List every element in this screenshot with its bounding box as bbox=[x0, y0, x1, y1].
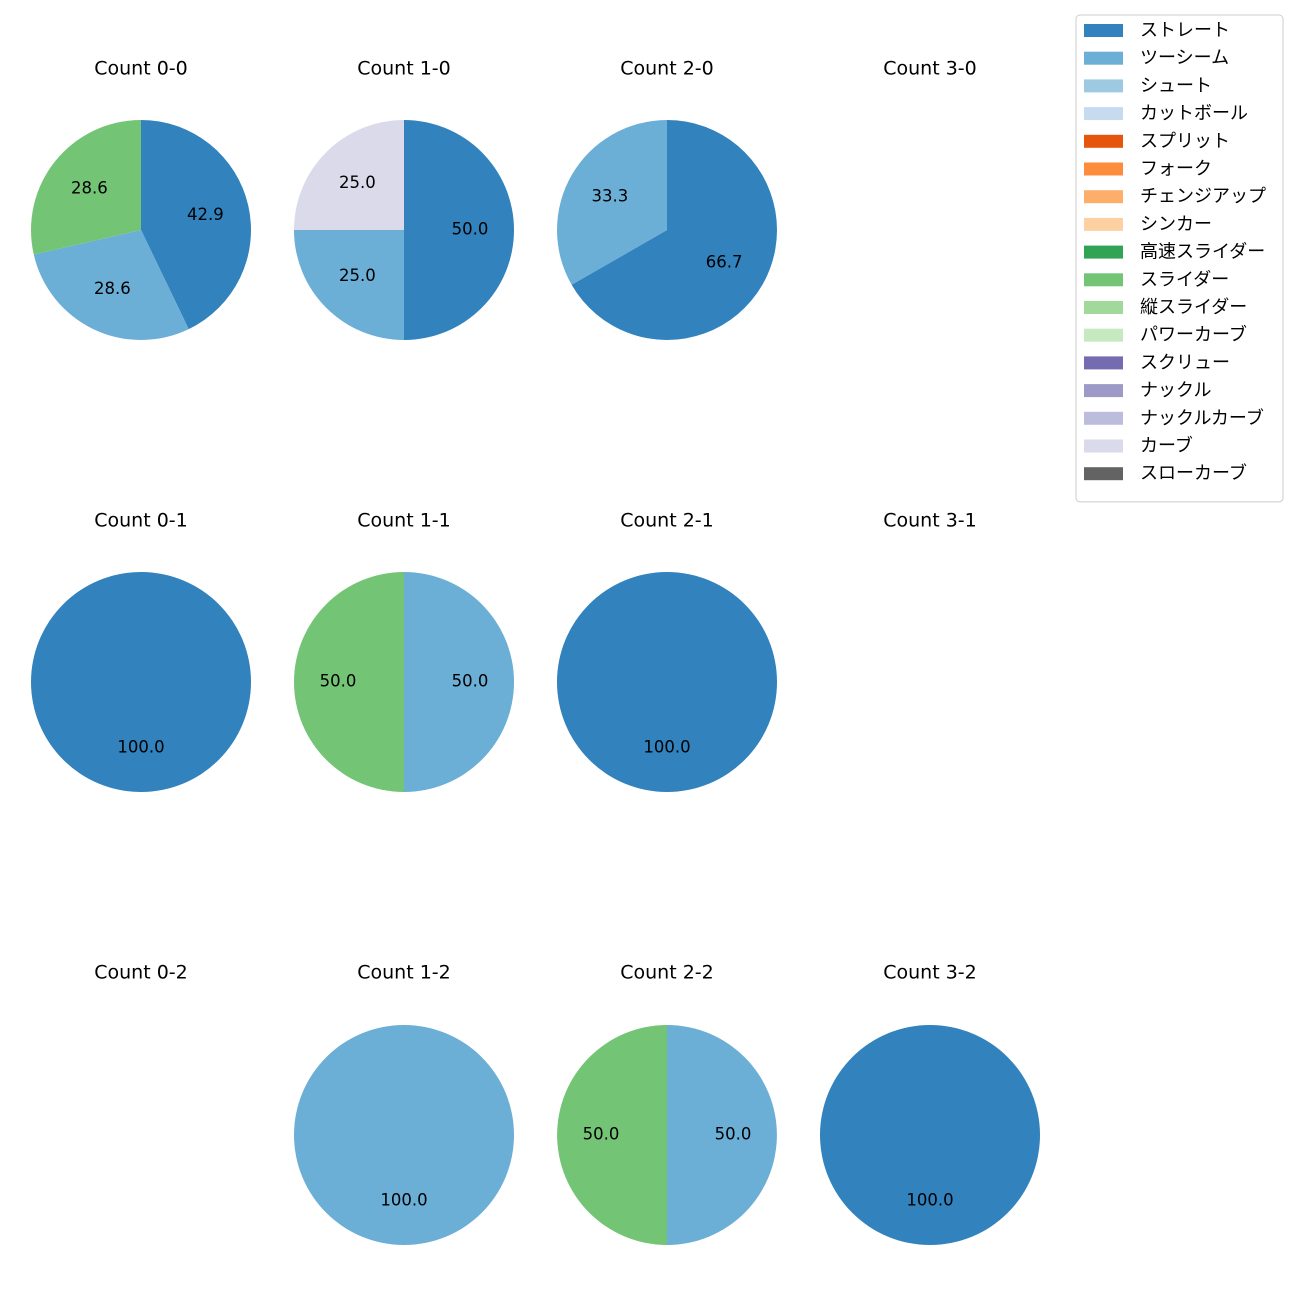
pie-slice bbox=[31, 572, 251, 792]
legend-label: ツーシーム bbox=[1140, 48, 1229, 69]
legend-swatch bbox=[1084, 467, 1123, 481]
pie-slice bbox=[667, 1025, 777, 1245]
pie-slice bbox=[404, 572, 514, 792]
legend-label: スローカーブ bbox=[1140, 462, 1247, 484]
slice-label: 42.9 bbox=[187, 205, 224, 224]
pie-slice bbox=[571, 120, 777, 340]
legend-label: ナックルカーブ bbox=[1140, 407, 1264, 429]
pie-slice bbox=[30, 120, 142, 255]
slice-label: 28.6 bbox=[71, 178, 108, 197]
legend-label: シンカー bbox=[1140, 214, 1212, 235]
legend-swatch bbox=[1084, 411, 1123, 425]
pie-title: Count 1-0 bbox=[357, 58, 451, 80]
legend-label: ストレート bbox=[1140, 20, 1230, 41]
pie-slice bbox=[556, 120, 667, 285]
legend-swatch bbox=[1084, 384, 1123, 398]
pie-title: Count 2-1 bbox=[620, 510, 714, 532]
slice-label: 50.0 bbox=[452, 220, 489, 239]
pie-title: Count 0-2 bbox=[94, 962, 188, 984]
slice-label: 28.6 bbox=[94, 279, 131, 298]
legend-label: 高速スライダー bbox=[1140, 242, 1265, 263]
legend-label: スプリット bbox=[1140, 131, 1230, 152]
legend-swatch bbox=[1084, 107, 1123, 121]
pie-slice bbox=[294, 120, 404, 230]
legend-swatch bbox=[1084, 356, 1123, 370]
legend-swatch bbox=[1084, 162, 1123, 176]
slice-label: 100.0 bbox=[117, 738, 164, 757]
pie-title: Count 0-0 bbox=[94, 58, 188, 80]
pie-slice bbox=[33, 230, 189, 340]
pie-count-1-2: Count 1-2 100.0 bbox=[294, 962, 514, 1245]
pie-count-0-2: Count 0-2 bbox=[94, 962, 188, 984]
pie-count-3-1: Count 3-1 bbox=[883, 510, 977, 532]
legend-swatch bbox=[1084, 79, 1123, 93]
legend-label: スクリュー bbox=[1140, 352, 1230, 373]
pie-count-0-0: Count 0-0 42.9 28.6 28.6 bbox=[30, 58, 251, 340]
slice-label: 66.7 bbox=[706, 253, 743, 272]
pie-count-2-0: Count 2-0 66.7 33.3 bbox=[556, 58, 777, 340]
pie-slice bbox=[557, 572, 777, 792]
pie-count-2-1: Count 2-1 100.0 bbox=[557, 510, 777, 792]
legend-swatch bbox=[1084, 439, 1123, 453]
pie-title: Count 1-2 bbox=[357, 962, 451, 984]
pie-slice bbox=[404, 120, 514, 340]
slice-label: 100.0 bbox=[380, 1191, 427, 1210]
legend-swatch bbox=[1084, 217, 1123, 231]
pie-count-0-1: Count 0-1 100.0 bbox=[31, 510, 251, 792]
slice-label: 25.0 bbox=[339, 173, 376, 192]
slice-label: 50.0 bbox=[715, 1125, 752, 1144]
slice-label: 33.3 bbox=[592, 186, 629, 205]
pie-title: Count 3-1 bbox=[883, 510, 977, 532]
legend-swatch bbox=[1084, 301, 1123, 314]
legend-swatch bbox=[1084, 24, 1123, 37]
legend-frame bbox=[1075, 14, 1284, 503]
legend-swatch bbox=[1084, 134, 1123, 148]
pie-count-3-2: Count 3-2 100.0 bbox=[820, 962, 1040, 1245]
slice-label: 25.0 bbox=[339, 266, 376, 285]
legend-label: チェンジアップ bbox=[1140, 186, 1266, 207]
pie-title: Count 3-2 bbox=[883, 962, 977, 984]
pie-slice bbox=[820, 1025, 1040, 1245]
pie-title: Count 2-0 bbox=[620, 58, 714, 80]
slice-label: 100.0 bbox=[643, 738, 690, 757]
pie-title: Count 2-2 bbox=[620, 962, 714, 984]
pie-count-3-0: Count 3-0 bbox=[883, 58, 977, 80]
pie-title: Count 3-0 bbox=[883, 58, 977, 80]
pie-slice bbox=[557, 1025, 667, 1245]
slice-label: 50.0 bbox=[583, 1125, 620, 1144]
legend-swatch bbox=[1084, 273, 1123, 287]
legend-label: シュート bbox=[1140, 75, 1212, 96]
pie-count-1-1: Count 1-1 50.0 50.0 bbox=[294, 510, 514, 792]
pie-slice bbox=[294, 1025, 514, 1245]
legend: ストレートツーシームシュートカットボールスプリットフォークチェンジアップシンカー… bbox=[1075, 14, 1284, 503]
legend-label: フォーク bbox=[1140, 159, 1212, 180]
slice-label: 100.0 bbox=[906, 1191, 953, 1210]
pie-count-2-2: Count 2-2 50.0 50.0 bbox=[557, 962, 777, 1245]
legend-label: 縦スライダー bbox=[1140, 297, 1247, 318]
legend-label: スライダー bbox=[1140, 269, 1229, 290]
slice-label: 50.0 bbox=[452, 672, 489, 691]
legend-swatch bbox=[1084, 245, 1123, 259]
legend-label: カーブ bbox=[1140, 435, 1193, 457]
legend-label: カットボール bbox=[1140, 103, 1248, 124]
pie-slice bbox=[141, 120, 251, 330]
pie-slice bbox=[294, 230, 404, 340]
pie-slice bbox=[294, 572, 404, 792]
pie-title: Count 0-1 bbox=[94, 510, 188, 532]
slice-label: 50.0 bbox=[320, 672, 357, 691]
pie-title: Count 1-1 bbox=[357, 510, 451, 532]
legend-swatch bbox=[1084, 328, 1123, 342]
legend-swatch bbox=[1084, 51, 1123, 65]
legend-label: パワーカーブ bbox=[1140, 324, 1247, 346]
legend-swatch bbox=[1084, 190, 1123, 204]
pie-count-1-0: Count 1-0 50.0 25.0 25.0 bbox=[294, 58, 514, 340]
legend-label: ナックル bbox=[1140, 380, 1211, 401]
